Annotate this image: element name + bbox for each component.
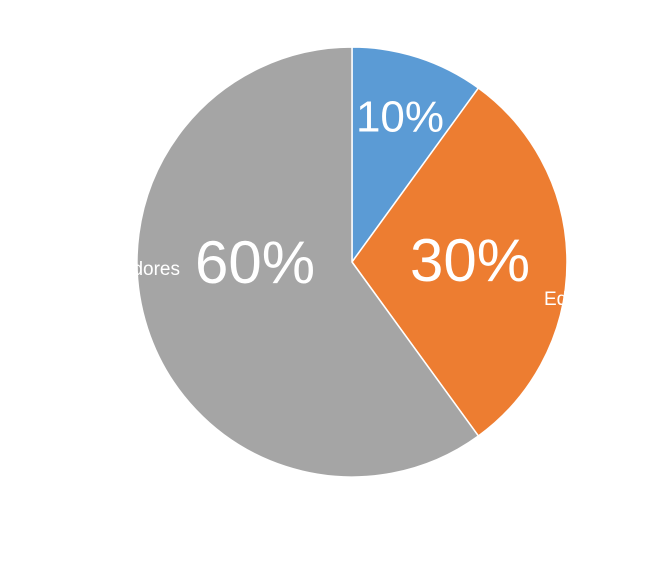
category-label-distribuidores: Distribuidores [64, 259, 180, 280]
chart-title-line-2: proceso de producción de un libro [0, 504, 666, 540]
data-label-distribuidores: 60% [195, 229, 315, 296]
data-label-autor: 10% [356, 93, 444, 142]
chart-title-line-3: publicado en un sello editorial [0, 540, 666, 576]
chart-title-line-1: Reparto de beneficios del [0, 468, 666, 504]
category-label-editorial: Editorial [544, 289, 613, 310]
data-label-editorial: 30% [410, 227, 530, 294]
chart-title: Reparto de beneficios del proceso de pro… [0, 468, 666, 576]
category-label-autor: Autor [401, 17, 447, 38]
